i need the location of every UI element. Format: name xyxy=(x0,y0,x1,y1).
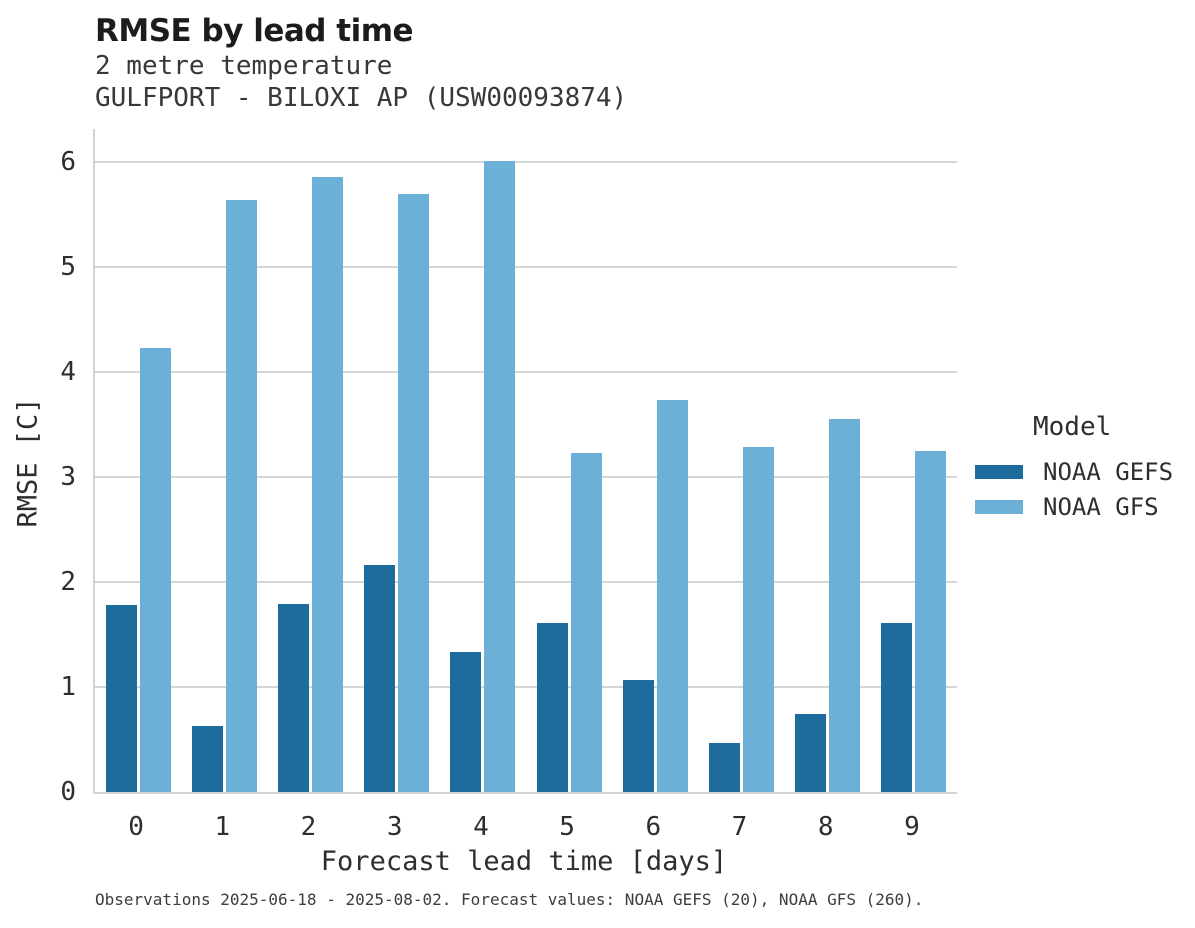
bar-noaa-gfs-day-6 xyxy=(656,400,688,792)
bar-noaa-gefs-day-3 xyxy=(364,565,396,792)
bar-noaa-gfs-day-2 xyxy=(312,177,343,792)
x-tick-label-6: 6 xyxy=(645,812,662,842)
legend-label: NOAA GEFS xyxy=(1043,457,1174,486)
legend: Model NOAA GEFS NOAA GFS xyxy=(975,412,1173,524)
y-tick-label-6: 6 xyxy=(60,146,76,177)
x-tick-label-2: 2 xyxy=(300,812,317,842)
legend-swatch-icon xyxy=(975,499,1023,514)
x-tick-label-5: 5 xyxy=(559,812,575,842)
gridline-y-1 xyxy=(95,685,957,688)
bar-noaa-gfs-day-8 xyxy=(829,419,861,792)
bar-noaa-gefs-day-6 xyxy=(622,679,654,792)
x-tick-label-0: 0 xyxy=(128,812,144,842)
bar-noaa-gefs-day-8 xyxy=(795,714,827,792)
y-tick-label-3: 3 xyxy=(60,461,76,492)
x-tick-label-1: 1 xyxy=(214,812,231,842)
x-tick-label-4: 4 xyxy=(473,812,489,842)
bar-noaa-gfs-day-4 xyxy=(484,160,516,792)
y-tick-label-2: 2 xyxy=(60,566,76,597)
x-tick-label-9: 9 xyxy=(904,812,920,842)
bar-noaa-gefs-day-5 xyxy=(536,622,568,792)
bar-noaa-gfs-day-7 xyxy=(743,447,774,792)
gridline-y-2 xyxy=(95,580,957,583)
gridline-y-3 xyxy=(95,475,957,478)
x-tick-label-3: 3 xyxy=(386,812,403,842)
footnote: Observations 2025-06-18 - 2025-08-02. Fo… xyxy=(95,890,924,909)
legend-entry-noaa-gfs: NOAA GFS xyxy=(975,489,1173,524)
bar-noaa-gefs-day-2 xyxy=(278,603,309,792)
legend-title: Model xyxy=(1033,412,1112,442)
x-tick-label-8: 8 xyxy=(817,812,834,842)
chart-header: RMSE by lead time 2 metre temperature GU… xyxy=(95,12,627,114)
bar-noaa-gefs-day-7 xyxy=(709,742,740,792)
bar-noaa-gfs-day-3 xyxy=(398,194,430,792)
bar-noaa-gfs-day-1 xyxy=(225,200,257,792)
gridline-y-4 xyxy=(95,370,957,373)
x-axis-title: Forecast lead time [days] xyxy=(320,846,728,877)
legend-entry-noaa-gefs: NOAA GEFS xyxy=(975,454,1173,489)
bar-noaa-gefs-day-1 xyxy=(191,725,223,792)
bar-noaa-gfs-day-5 xyxy=(570,452,602,792)
legend-label: NOAA GFS xyxy=(1043,492,1159,521)
chart-title: RMSE by lead time xyxy=(95,13,414,49)
plot-area xyxy=(93,129,957,794)
chart-subtitle-variable: 2 metre temperature xyxy=(95,51,393,81)
gridline-y-6 xyxy=(95,160,957,163)
y-axis-title: RMSE [C] xyxy=(12,397,44,528)
legend-entries: NOAA GEFS NOAA GFS xyxy=(975,454,1173,524)
y-tick-label-5: 5 xyxy=(60,251,76,282)
bar-noaa-gefs-day-9 xyxy=(881,622,913,792)
x-tick-label-7: 7 xyxy=(731,812,748,842)
bar-noaa-gfs-day-0 xyxy=(139,347,171,792)
legend-swatch-icon xyxy=(975,464,1023,479)
y-tick-label-4: 4 xyxy=(60,356,76,387)
bar-noaa-gfs-day-9 xyxy=(915,450,947,792)
chart-subtitle-station: GULFPORT - BILOXI AP (USW00093874) xyxy=(95,83,628,113)
y-tick-label-0: 0 xyxy=(60,777,76,807)
gridline-y-5 xyxy=(95,265,957,268)
bar-noaa-gefs-day-0 xyxy=(105,604,137,792)
y-tick-label-1: 1 xyxy=(60,671,76,702)
bar-noaa-gefs-day-4 xyxy=(450,652,482,792)
